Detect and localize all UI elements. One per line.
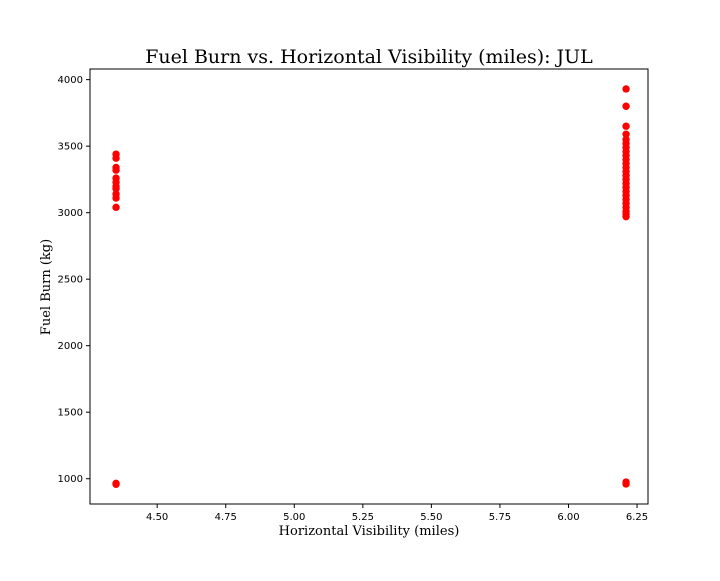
plot-area-frame (89, 68, 649, 505)
x-tick-label: 5.75 (489, 512, 511, 523)
x-tick-label: 5.00 (283, 512, 305, 523)
x-tick-label: 6.00 (557, 512, 579, 523)
y-tick-label: 2500 (58, 275, 83, 286)
y-tick-label: 3000 (58, 208, 83, 219)
data-point (622, 85, 630, 93)
x-axis: 4.50 4.75 5.00 5.25 5.50 5.75 6.00 6.25 (146, 504, 648, 523)
data-point (112, 480, 120, 489)
y-tick-label: 4000 (58, 75, 83, 86)
x-tick-label: 5.25 (352, 512, 374, 523)
data-point (622, 122, 630, 130)
data-point (112, 166, 120, 174)
y-axis-label: Fuel Burn (kg) (39, 239, 54, 335)
points-layer (112, 85, 630, 489)
data-point (622, 480, 630, 488)
data-point (622, 212, 630, 221)
y-tick-label: 3500 (58, 142, 83, 153)
x-tick-label: 4.75 (215, 512, 237, 523)
data-point (112, 194, 120, 202)
x-tick-label: 4.50 (146, 512, 168, 523)
x-tick-label: 6.25 (626, 512, 648, 523)
y-axis: 1000 1500 2000 2500 3000 3500 4000 (58, 75, 90, 485)
y-tick-label: 1500 (58, 408, 83, 419)
data-point (112, 203, 120, 212)
x-axis-label: Horizontal Visibility (miles) (279, 524, 460, 539)
data-point (622, 102, 630, 110)
data-point (622, 130, 630, 138)
data-point (112, 154, 120, 162)
x-tick-label: 5.50 (420, 512, 442, 523)
chart-title: Fuel Burn vs. Horizontal Visibility (mil… (145, 46, 593, 68)
y-tick-label: 2000 (58, 341, 83, 352)
data-point (112, 185, 120, 193)
y-tick-label: 1000 (58, 474, 83, 485)
